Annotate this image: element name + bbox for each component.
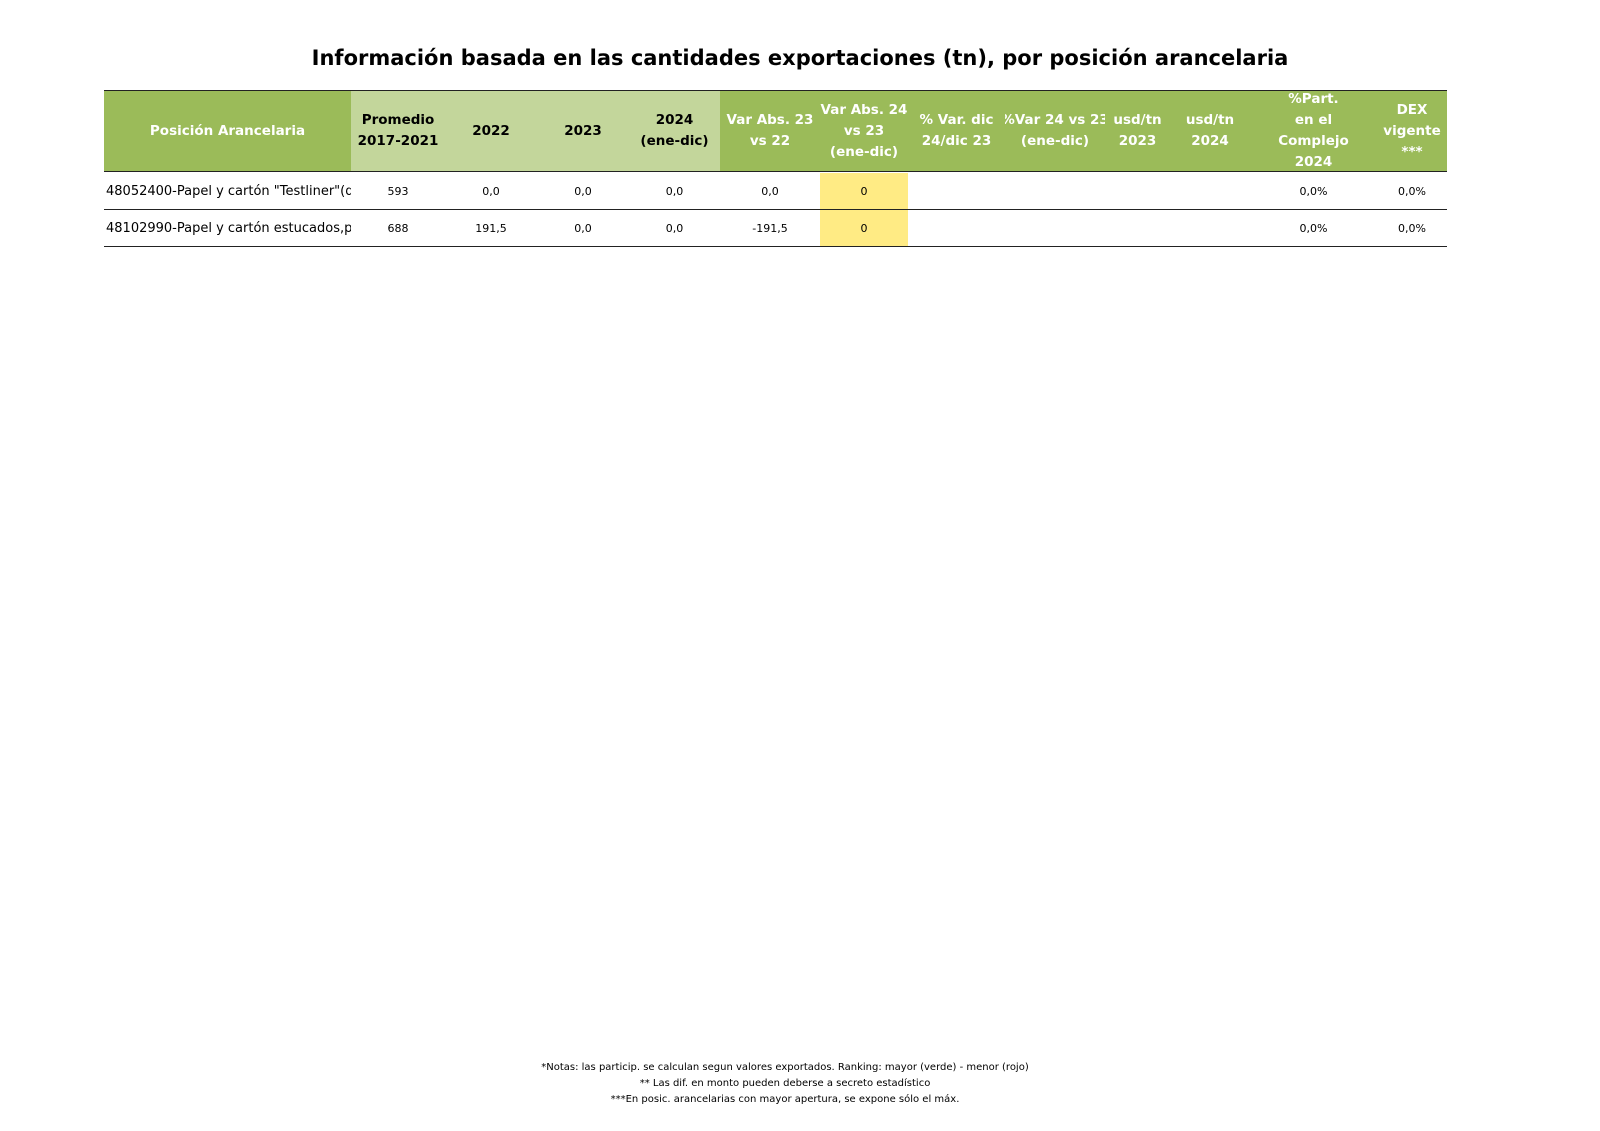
note: ** Las dif. en monto pueden deberse a se… xyxy=(639,1078,931,1089)
body-cell: 0,0% xyxy=(1377,173,1447,210)
header-cell: Promedio 2017-2021 xyxy=(351,91,445,172)
header-text: 2024 xyxy=(1294,154,1333,170)
body-cell: 0,0% xyxy=(1250,210,1377,247)
header-text: Var Abs. 23 xyxy=(726,112,814,128)
header-cell: 2023 xyxy=(537,91,629,172)
cell-text: 48102990-Papel y cartón estucados,p/escr… xyxy=(106,220,351,236)
header-text: vs 22 xyxy=(749,133,791,149)
body-cell: 688 xyxy=(351,210,445,247)
header-cell: Var Abs. 24 vs 23 (ene-dic) xyxy=(820,91,908,172)
header-cell: %Part. en el Complejo 2024 xyxy=(1250,91,1377,172)
body-cell: 0,0 xyxy=(537,210,629,247)
header-text: (ene-dic) xyxy=(1020,133,1090,149)
header-text: 2023 xyxy=(564,122,602,139)
cell-text: 593 xyxy=(387,184,409,198)
body-cell xyxy=(1005,210,1105,247)
header-text: en el xyxy=(1294,112,1333,128)
cell-text: 0,0% xyxy=(1299,221,1328,235)
top-rule xyxy=(104,90,1447,92)
cell-text: 0,0 xyxy=(665,184,684,198)
header-text: % Var. dic xyxy=(919,112,994,128)
header-text: vigente xyxy=(1383,122,1441,139)
title: Información basada en las cantidades exp… xyxy=(311,46,1289,70)
body-cell: 0,0 xyxy=(537,173,629,210)
cell-text: 0,0 xyxy=(574,221,592,235)
body-cell: 0,0 xyxy=(629,210,720,247)
header-text: Promedio xyxy=(361,112,435,128)
header-text: DEX xyxy=(1396,101,1428,118)
cell-text: 688 xyxy=(387,221,409,235)
body-cell xyxy=(1170,210,1250,247)
note: ***En posic. arancelarias con mayor aper… xyxy=(610,1094,960,1105)
header-text: Posición Arancelaria xyxy=(149,122,306,139)
body-cell xyxy=(1105,173,1170,210)
body-cell xyxy=(1170,173,1250,210)
body-cell: 0,0 xyxy=(629,173,720,210)
cell-text: 0,0 xyxy=(482,184,500,198)
body-cell: 48102990-Papel y cartón estucados,p/escr… xyxy=(104,210,351,247)
body-cell: 0,0 xyxy=(445,173,537,210)
body-cell: 48052400-Papel y cartón "Testliner"(de f… xyxy=(104,173,351,210)
header-cell: 2022 xyxy=(445,91,537,172)
body-cell: 191,5 xyxy=(445,210,537,247)
header-cell: usd/tn 2024 xyxy=(1170,91,1250,172)
header-text: Complejo xyxy=(1278,133,1349,149)
cell-text: -191,5 xyxy=(752,221,788,235)
body-cell xyxy=(908,210,1005,247)
header-text: 2024 xyxy=(655,112,694,128)
header-text: %Var 24 vs 23 xyxy=(1005,112,1105,128)
header-cell: DEX vigente *** xyxy=(1377,91,1447,172)
body-cell: -191,5 xyxy=(720,210,820,247)
cell-text: 0,0% xyxy=(1299,184,1328,198)
header-text: 2017-2021 xyxy=(357,133,439,149)
header-text: 2022 xyxy=(472,122,510,139)
header-text: usd/tn xyxy=(1185,112,1235,128)
cell-text: 0,0% xyxy=(1398,221,1426,235)
notes: *Notas: las particip. se calculan segun … xyxy=(0,1060,1570,1108)
header-text: vs 23 xyxy=(843,122,885,139)
cell-text: 0,0 xyxy=(665,221,684,235)
cell-text: 0,0% xyxy=(1398,184,1426,198)
body-cell: 0,0% xyxy=(1250,173,1377,210)
header-text: (ene-dic) xyxy=(640,133,709,149)
header-text: *** xyxy=(1401,143,1423,160)
note: *Notas: las particip. se calculan segun … xyxy=(541,1062,1029,1073)
header-text: 2024 xyxy=(1191,133,1229,149)
cell-text: 0,0 xyxy=(574,184,592,198)
header-cell: % Var. dic 24/dic 23 xyxy=(908,91,1005,172)
header-text: (ene-dic) xyxy=(829,143,899,160)
header-cell: Posición Arancelaria xyxy=(104,91,351,172)
header-cell: 2024 (ene-dic) xyxy=(629,91,720,172)
cell-text: 48052400-Papel y cartón "Testliner"(de f… xyxy=(106,183,351,199)
cell-text: 0 xyxy=(860,221,868,235)
header-cell: %Var 24 vs 23 (ene-dic) xyxy=(1005,91,1105,172)
header-text: 24/dic 23 xyxy=(921,133,992,149)
body-cell: 0,0 xyxy=(720,173,820,210)
cell-text: 0 xyxy=(860,184,868,198)
cell-text: 191,5 xyxy=(475,221,507,235)
body-cell xyxy=(908,173,1005,210)
header-text: %Part. xyxy=(1288,91,1339,107)
body-cell: 0 xyxy=(820,173,908,210)
cell-text: 0,0 xyxy=(761,184,779,198)
body-cell: 0,0% xyxy=(1377,210,1447,247)
body-cell: 0 xyxy=(820,210,908,247)
body-cell xyxy=(1105,210,1170,247)
header-cell: usd/tn 2023 xyxy=(1105,91,1170,172)
body-cell: 593 xyxy=(351,173,445,210)
header-text: 2023 xyxy=(1118,133,1157,149)
table: Posición Arancelaria Promedio 2017-2021 202… xyxy=(104,90,1447,247)
header-cell: Var Abs. 23 vs 22 xyxy=(720,91,820,172)
body-cell xyxy=(1005,173,1105,210)
header-text: Var Abs. 24 xyxy=(820,101,908,118)
header-text: usd/tn xyxy=(1113,112,1162,128)
